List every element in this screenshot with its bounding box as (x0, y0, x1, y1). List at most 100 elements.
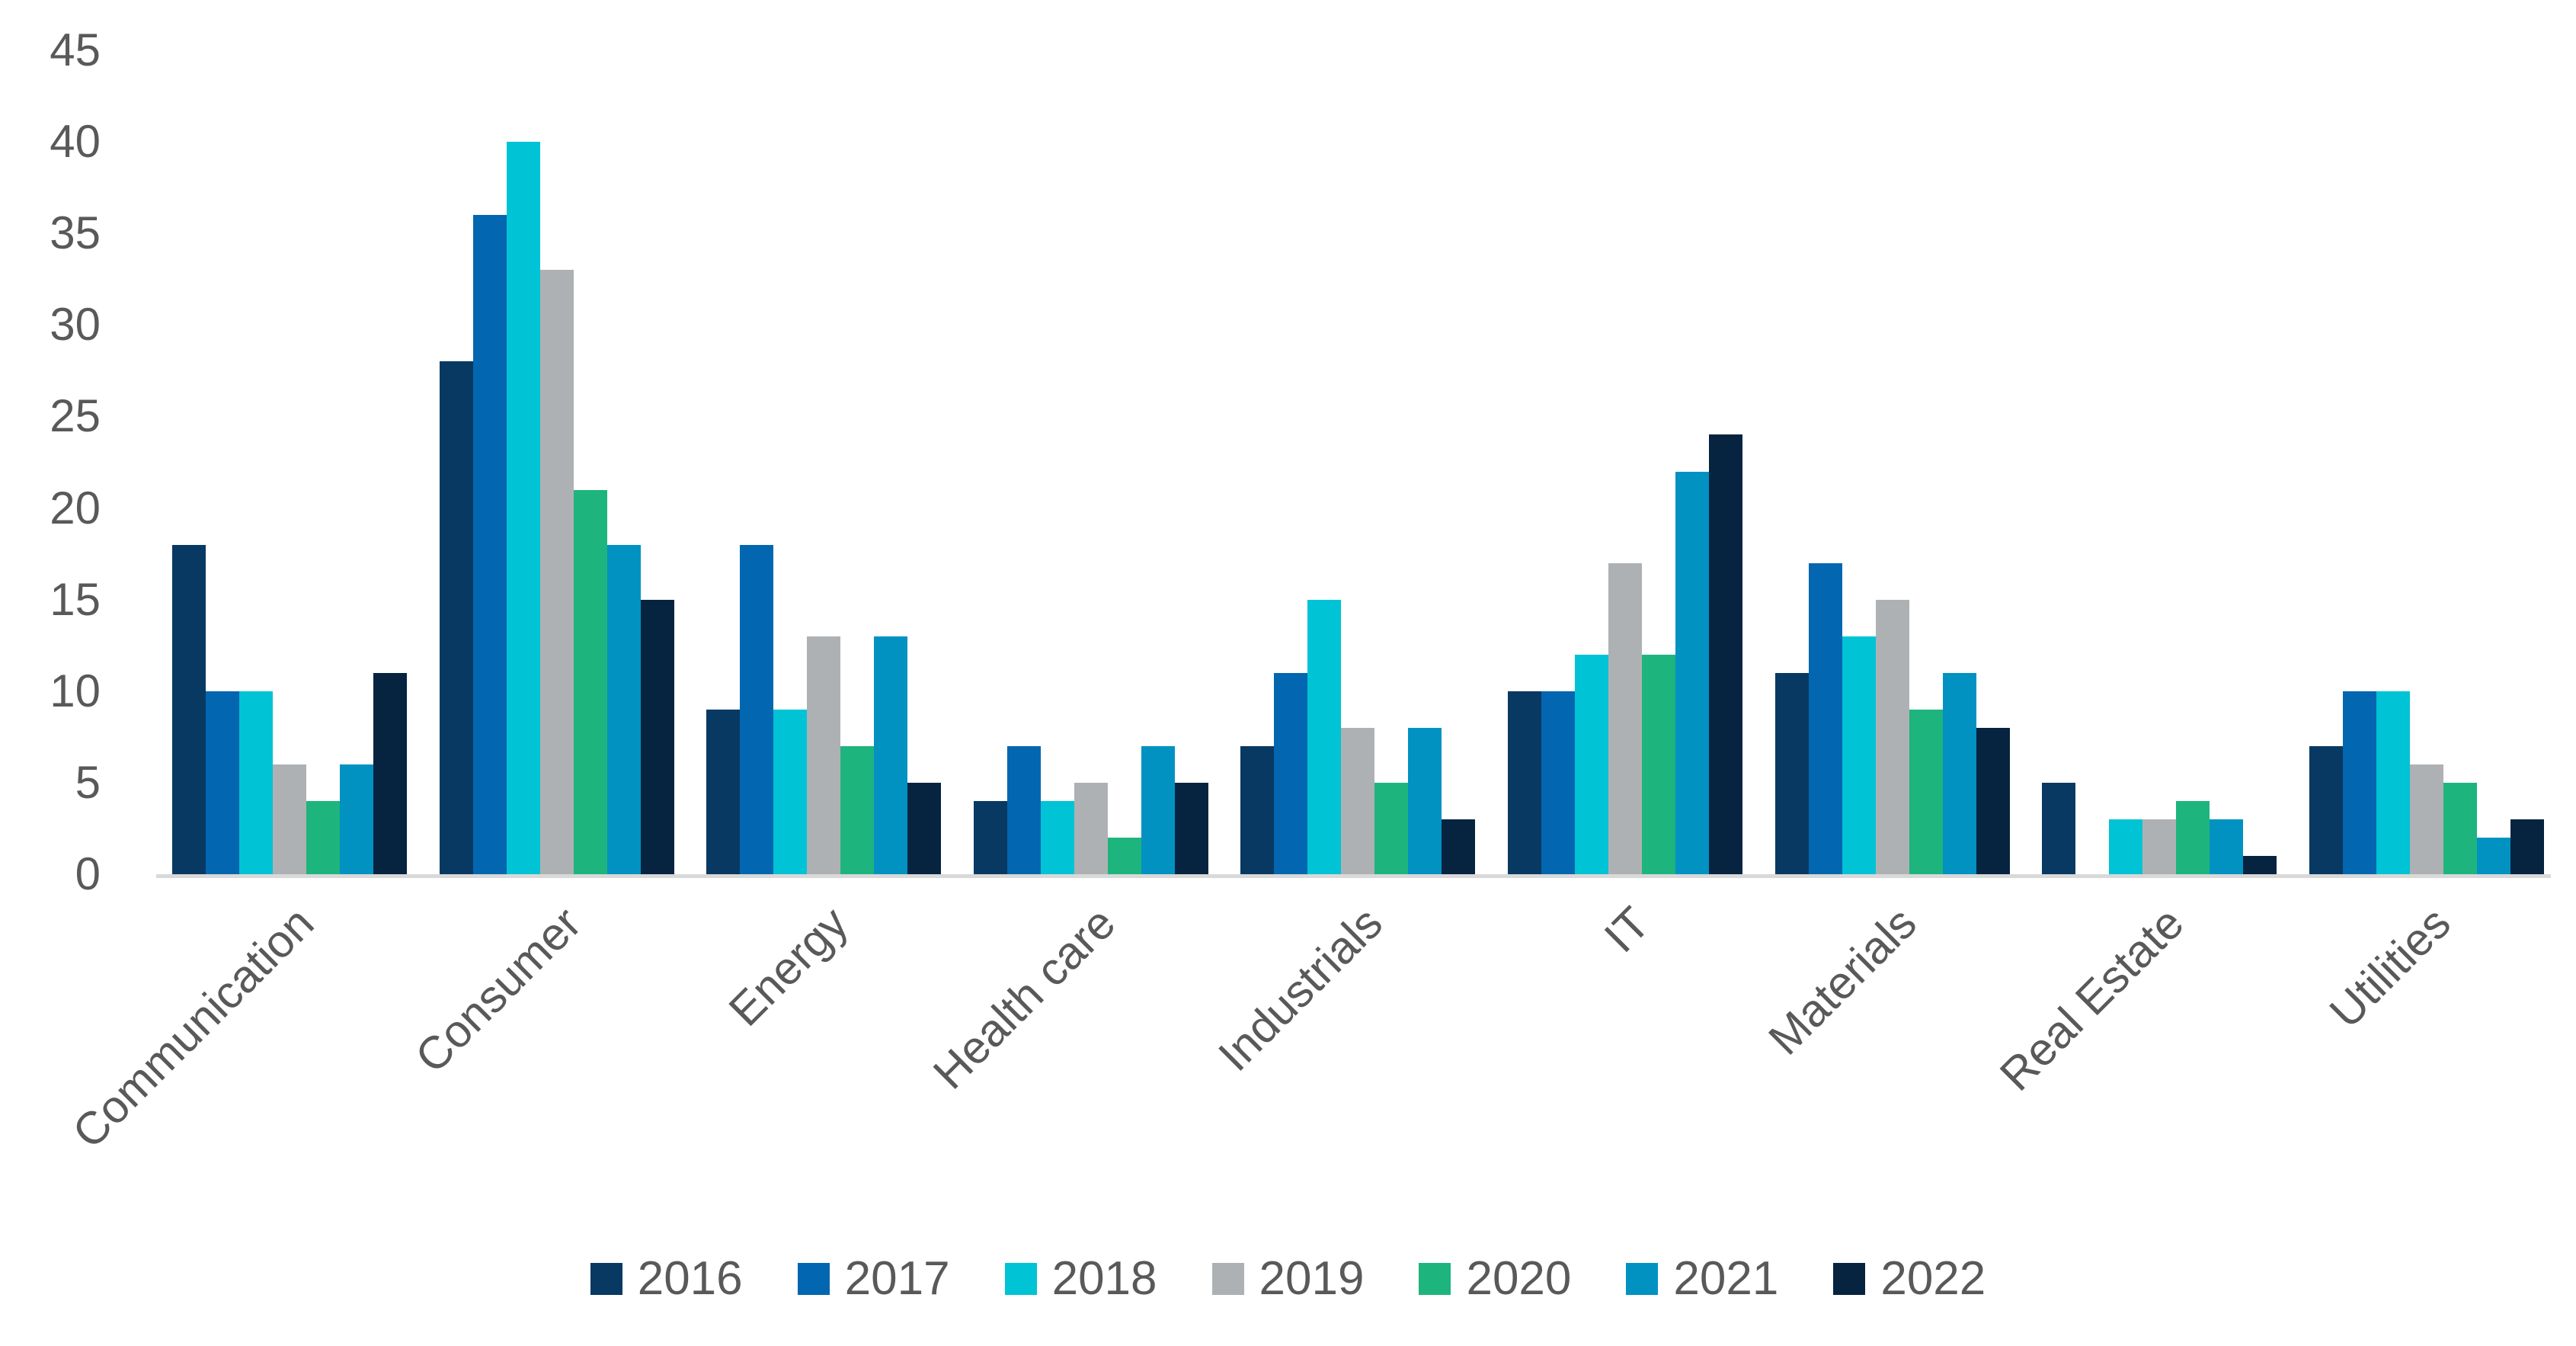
bar-2018 (506, 142, 540, 874)
bar-2020 (2443, 783, 2477, 874)
bar-2018 (1040, 801, 1074, 874)
legend-swatch (1211, 1263, 1244, 1295)
legend-label: 2018 (1051, 1252, 1157, 1305)
category-label: Communication (62, 897, 324, 1159)
bar-2016 (172, 545, 206, 874)
bar-2020 (306, 801, 341, 874)
bar-2018 (2376, 691, 2410, 874)
y-tick-label: 30 (50, 299, 101, 351)
bar-2022 (1174, 783, 1208, 874)
y-tick-label: 0 (75, 848, 101, 899)
bar-2022 (1442, 819, 1476, 874)
category-label: IT (1594, 897, 1659, 963)
bar-2017 (1006, 746, 1041, 874)
bar-group-industrials (1240, 50, 1476, 874)
bar-2016 (706, 710, 741, 874)
bar-2021 (340, 764, 374, 874)
y-tick-label: 20 (50, 482, 101, 534)
y-tick-label: 40 (50, 116, 101, 168)
bar-2018 (2109, 819, 2143, 874)
legend-label: 2017 (844, 1252, 950, 1305)
bar-group-consumer (439, 50, 674, 874)
bar-2016 (973, 801, 1007, 874)
bar-2018 (1842, 636, 1876, 874)
bar-2020 (573, 490, 607, 874)
bar-2018 (1307, 600, 1342, 874)
legend-swatch (1419, 1263, 1451, 1295)
bar-2022 (640, 600, 674, 874)
bar-2017 (206, 691, 240, 874)
legend-item-2018: 2018 (1004, 1252, 1157, 1305)
bar-2018 (239, 691, 274, 874)
bar-2019 (1074, 783, 1108, 874)
bar-2019 (539, 270, 574, 874)
bar-2019 (1341, 728, 1375, 874)
y-tick-label: 10 (50, 665, 101, 716)
bar-2018 (773, 710, 808, 874)
legend-swatch (1004, 1263, 1037, 1295)
legend-item-2021: 2021 (1626, 1255, 1778, 1303)
legend-item-2016: 2016 (590, 1255, 743, 1303)
y-tick-label: 5 (75, 756, 101, 808)
bar-group-utilities (2309, 50, 2544, 874)
legend-label: 2022 (1880, 1252, 1986, 1305)
bar-2020 (2176, 801, 2210, 874)
category-label: Utilities (2320, 897, 2461, 1038)
bar-2022 (2510, 819, 2544, 874)
y-tick-label: 15 (50, 573, 101, 625)
bar-2016 (2309, 746, 2343, 874)
bar-2019 (273, 764, 307, 874)
bar-2021 (1408, 728, 1442, 874)
bar-2022 (1709, 434, 1742, 874)
bar-2022 (907, 783, 942, 874)
bar-group-energy (706, 50, 942, 874)
plot-area (156, 50, 2560, 874)
bar-2022 (373, 673, 408, 874)
bar-2021 (2476, 838, 2510, 874)
bar-2017 (1541, 691, 1575, 874)
bar-2020 (1909, 710, 1943, 874)
bar-2021 (1675, 472, 1709, 874)
bar-group-health-care (973, 50, 1208, 874)
bar-group-it (1508, 50, 1742, 874)
bar-2019 (1608, 563, 1642, 874)
y-tick-label: 35 (50, 207, 101, 259)
bar-2018 (1575, 655, 1608, 874)
legend-item-2022: 2022 (1833, 1255, 1986, 1303)
legend-label: 2021 (1673, 1252, 1779, 1305)
bar-2016 (2042, 783, 2076, 874)
bar-2016 (1774, 673, 1809, 874)
bar-2021 (606, 545, 641, 874)
category-label: Health care (923, 897, 1125, 1099)
legend-item-2020: 2020 (1419, 1255, 1571, 1303)
bar-2021 (1942, 673, 1976, 874)
legend: 2016 2017 2018 2019 2020 2021 2022 (0, 1241, 2576, 1317)
bar-group-materials (1774, 50, 2010, 874)
bar-2016 (1240, 746, 1275, 874)
bar-2019 (1875, 600, 1909, 874)
legend-swatch (1833, 1263, 1866, 1295)
legend-label: 2016 (637, 1252, 743, 1305)
bar-2021 (1141, 746, 1175, 874)
bar-2019 (2409, 764, 2443, 874)
bar-2021 (874, 636, 908, 874)
category-label: Industrials (1208, 897, 1393, 1081)
bar-2016 (1508, 691, 1541, 874)
y-tick-label: 25 (50, 390, 101, 442)
bar-group-communication (172, 50, 408, 874)
bar-group-real-estate (2042, 50, 2277, 874)
legend-item-2019: 2019 (1211, 1255, 1364, 1303)
legend-item-2017: 2017 (797, 1252, 950, 1305)
legend-swatch (1626, 1263, 1659, 1295)
bar-2017 (740, 545, 774, 874)
x-axis-line (156, 874, 2551, 878)
bar-2019 (2142, 819, 2177, 874)
bar-2021 (2210, 819, 2244, 874)
bar-2020 (1374, 783, 1409, 874)
bar-2017 (1808, 563, 1842, 874)
legend-label: 2020 (1466, 1252, 1572, 1305)
legend-swatch (797, 1263, 830, 1295)
bar-2020 (1107, 838, 1141, 874)
category-label: Materials (1758, 897, 1927, 1065)
